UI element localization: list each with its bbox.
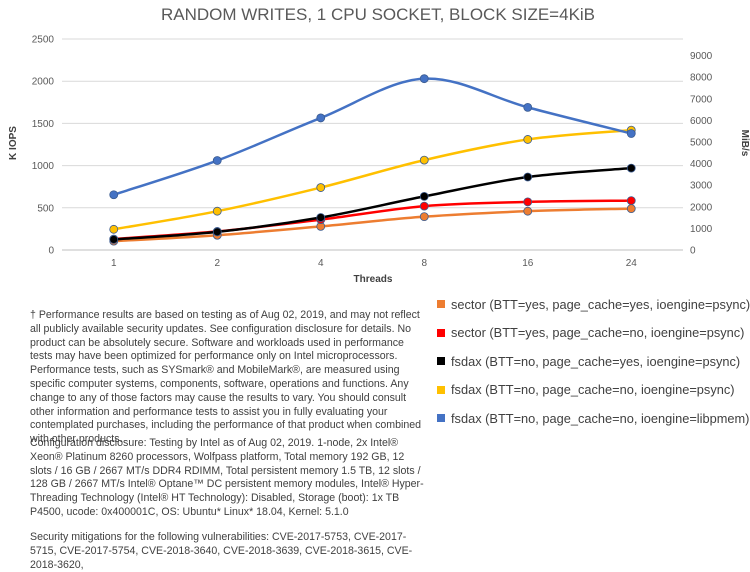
data-point xyxy=(212,156,222,165)
series-line xyxy=(113,128,632,231)
legend-swatch xyxy=(437,414,445,423)
legend-swatch xyxy=(437,385,445,394)
y2-tick-label: 6000 xyxy=(690,116,713,127)
data-point xyxy=(212,206,222,216)
y2-tick-label: 9000 xyxy=(690,51,713,62)
y2-axis-label: MiB/s xyxy=(739,130,750,157)
data-point xyxy=(626,163,636,173)
legend: sector (BTT=yes, page_cache=yes, ioengin… xyxy=(437,290,750,433)
data-point xyxy=(419,212,429,222)
chart-title: RANDOM WRITES, 1 CPU SOCKET, BLOCK SIZE=… xyxy=(161,5,595,24)
legend-label: fsdax (BTT=no, page_cache=no, ioengine=p… xyxy=(451,382,735,398)
configuration-text: Configuration disclosure: Testing by Int… xyxy=(30,437,424,518)
legend-item: sector (BTT=yes, page_cache=yes, ioengin… xyxy=(437,290,750,319)
chart: RANDOM WRITES, 1 CPU SOCKET, BLOCK SIZE=… xyxy=(8,5,750,285)
x-tick-label: 2 xyxy=(214,258,220,269)
legend-label: fsdax (BTT=no, page_cache=yes, ioengine=… xyxy=(451,353,741,369)
data-point xyxy=(316,213,326,222)
data-point xyxy=(523,206,533,216)
data-point xyxy=(212,227,222,237)
data-point xyxy=(523,172,533,182)
data-point xyxy=(626,204,636,214)
data-point xyxy=(109,190,119,200)
legend-label: sector (BTT=yes, page_cache=yes, ioengin… xyxy=(451,296,750,312)
legend-label: sector (BTT=yes, page_cache=no, ioengine… xyxy=(451,325,745,341)
y-axis-label: K IOPS xyxy=(8,126,19,160)
y2-tick-label: 2000 xyxy=(690,202,713,213)
data-point xyxy=(419,74,429,84)
plot-area: 0 500 1000 1500 2000 2500 0 1000 2000 3000 4000 500… xyxy=(32,35,713,270)
series-line xyxy=(113,207,632,243)
legend-swatch xyxy=(437,328,445,337)
data-point xyxy=(419,155,429,165)
x-tick-label: 16 xyxy=(522,258,534,269)
data-point xyxy=(316,183,326,192)
data-point xyxy=(419,201,429,211)
y-tick-label: 2500 xyxy=(32,35,55,46)
legend-item: fsdax (BTT=no, page_cache=no, ioengine=p… xyxy=(437,376,742,405)
disclaimer-text: † Performance results are based on testi… xyxy=(30,309,422,446)
legend-swatch xyxy=(437,300,445,309)
security-text: Security mitigations for the following v… xyxy=(30,531,413,571)
y-tick-label: 1000 xyxy=(32,161,55,172)
y2-tick-label: 8000 xyxy=(690,73,713,84)
y-tick-label: 2000 xyxy=(32,77,55,88)
data-point xyxy=(523,102,533,112)
y2-tick-label: 3000 xyxy=(690,181,713,192)
y-tick-label: 0 xyxy=(48,246,54,257)
legend-item: fsdax (BTT=no, page_cache=yes, ioengine=… xyxy=(437,347,742,376)
legend-item: fsdax (BTT=no, page_cache=no, ioengine=l… xyxy=(437,404,749,433)
legend-item: sector (BTT=yes, page_cache=no, ioengine… xyxy=(437,319,745,348)
data-point xyxy=(316,113,326,123)
data-point xyxy=(109,224,119,234)
y2-tick-label: 5000 xyxy=(690,137,713,148)
y2-tick-label: 4000 xyxy=(690,159,713,170)
series-line xyxy=(113,166,632,241)
data-point xyxy=(109,235,119,244)
y2-tick-label: 0 xyxy=(690,246,696,257)
data-point xyxy=(419,192,429,201)
y2-tick-label: 7000 xyxy=(690,94,713,105)
x-tick-label: 1 xyxy=(111,258,117,269)
y-tick-label: 500 xyxy=(37,203,54,214)
x-axis-label: Threads xyxy=(354,274,393,285)
legend-label: fsdax (BTT=no, page_cache=no, ioengine=l… xyxy=(451,410,750,426)
x-tick-label: 8 xyxy=(421,258,427,269)
legend-swatch xyxy=(437,357,445,366)
data-point xyxy=(523,197,533,207)
y-tick-label: 1500 xyxy=(32,119,55,130)
y2-tick-label: 1000 xyxy=(690,224,713,235)
data-point xyxy=(523,135,533,144)
data-point xyxy=(626,196,636,206)
x-tick-label: 4 xyxy=(318,258,324,269)
series-line xyxy=(113,77,632,196)
x-tick-label: 24 xyxy=(626,258,638,269)
data-point xyxy=(626,129,636,138)
